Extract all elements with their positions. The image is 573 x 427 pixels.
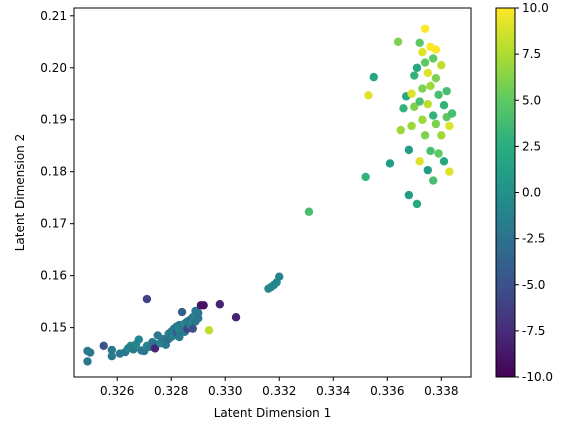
scatter-point bbox=[199, 301, 208, 310]
scatter-point bbox=[431, 119, 441, 129]
scatter-point bbox=[445, 167, 454, 176]
y-axis-ticks: 0.15 0.16 0.17 0.18 0.19 0.20 0.21 bbox=[40, 9, 74, 335]
scatter-point bbox=[407, 121, 416, 131]
scatter-point bbox=[415, 38, 424, 48]
scatter-point bbox=[404, 145, 414, 155]
scatter-point bbox=[428, 54, 438, 63]
scatter-point bbox=[393, 37, 403, 46]
scatter-point bbox=[447, 109, 457, 118]
scatter-point bbox=[175, 332, 184, 342]
scatter-point bbox=[304, 207, 314, 216]
scatter-point bbox=[412, 199, 422, 209]
y-tick-label: 0.15 bbox=[40, 321, 67, 335]
scatter-point bbox=[439, 157, 449, 166]
colorbar-tick-label: 2.5 bbox=[522, 139, 541, 153]
scatter-point bbox=[423, 99, 432, 109]
colorbar-tick-label: -2.5 bbox=[522, 232, 545, 246]
scatter-point bbox=[107, 352, 117, 361]
scatter-point bbox=[364, 91, 373, 100]
scatter-point bbox=[215, 300, 225, 309]
colorbar-tick-label: 10.0 bbox=[522, 1, 549, 15]
scatter-point bbox=[415, 157, 424, 166]
x-tick-label: 0.334 bbox=[316, 384, 350, 398]
x-tick-label: 0.336 bbox=[370, 384, 404, 398]
scatter-point bbox=[418, 84, 427, 93]
scatter-point bbox=[86, 348, 95, 357]
x-tick-label: 0.332 bbox=[262, 384, 296, 398]
scatter-point bbox=[423, 68, 432, 78]
scatter-point bbox=[99, 341, 108, 351]
scatter-point bbox=[428, 111, 438, 120]
scatter-point bbox=[407, 89, 416, 98]
scatter-point bbox=[420, 24, 430, 33]
scatter-point bbox=[134, 335, 144, 344]
scatter-point bbox=[275, 272, 284, 281]
y-tick-label: 0.20 bbox=[40, 61, 67, 75]
scatter-point bbox=[231, 313, 241, 322]
colorbar-tick-label: -7.5 bbox=[522, 324, 545, 338]
colorbar-tick-label: -10.0 bbox=[522, 370, 553, 384]
x-tick-label: 0.338 bbox=[424, 384, 458, 398]
scatter-point bbox=[431, 45, 441, 54]
scatter-point bbox=[423, 165, 432, 175]
scatter-point bbox=[428, 176, 438, 185]
scatter-point bbox=[434, 149, 443, 158]
y-tick-label: 0.18 bbox=[40, 165, 67, 179]
colorbar-tick-label: -5.0 bbox=[522, 278, 545, 292]
x-axis-label: Latent Dimension 1 bbox=[214, 406, 332, 420]
scatter-point bbox=[410, 102, 419, 111]
scatter-point bbox=[361, 172, 370, 182]
x-tick-label: 0.330 bbox=[208, 384, 242, 398]
scatter-point bbox=[107, 345, 117, 355]
scatter-point bbox=[442, 86, 451, 96]
colorbar-ticks: -10.0 -7.5 -5.0 -2.5 0.0 2.5 5.0 7.5 10.0 bbox=[515, 1, 553, 384]
scatter-point bbox=[426, 146, 435, 156]
colorbar-tick-label: 7.5 bbox=[522, 47, 541, 61]
x-tick-label: 0.326 bbox=[100, 384, 134, 398]
scatter-point bbox=[434, 90, 443, 99]
colorbar-tick-label: 5.0 bbox=[522, 93, 541, 107]
points-layer bbox=[83, 24, 457, 366]
scatter-point bbox=[385, 159, 395, 168]
scatter-point bbox=[150, 344, 160, 353]
y-tick-label: 0.19 bbox=[40, 113, 67, 127]
scatter-point bbox=[437, 131, 446, 140]
scatter-point bbox=[404, 190, 414, 200]
plot-frame bbox=[73, 7, 472, 378]
scatter-point bbox=[412, 63, 422, 72]
scatter-point bbox=[418, 47, 427, 57]
scatter-point bbox=[204, 326, 214, 335]
scatter-point bbox=[396, 125, 405, 135]
scatter-point bbox=[177, 307, 187, 317]
scatter-point bbox=[369, 72, 378, 82]
scatter-point bbox=[439, 100, 449, 110]
scatter-point bbox=[420, 58, 430, 67]
scatter-point bbox=[399, 104, 408, 113]
scatter-point bbox=[431, 73, 441, 83]
colorbar-tick-label: 0.0 bbox=[522, 186, 541, 200]
x-axis-ticks: 0.326 0.328 0.330 0.332 0.334 0.336 0.338 bbox=[100, 377, 458, 398]
scatter-point bbox=[420, 131, 430, 140]
scatter-point bbox=[437, 60, 446, 70]
y-tick-label: 0.16 bbox=[40, 269, 67, 283]
scatter-point bbox=[142, 294, 152, 304]
scatter-point bbox=[415, 97, 424, 106]
x-tick-label: 0.328 bbox=[154, 384, 188, 398]
y-tick-label: 0.17 bbox=[40, 217, 67, 231]
colorbar bbox=[495, 7, 516, 378]
scatter-point bbox=[426, 81, 435, 91]
scatter-point bbox=[83, 357, 92, 366]
y-tick-label: 0.21 bbox=[40, 9, 67, 23]
scatter-point bbox=[410, 71, 419, 80]
scatter-point bbox=[194, 314, 203, 323]
y-axis-label: Latent Dimension 2 bbox=[13, 134, 27, 252]
scatter-point bbox=[445, 121, 454, 131]
scatter-point bbox=[418, 115, 427, 124]
scatter-point bbox=[188, 324, 198, 333]
